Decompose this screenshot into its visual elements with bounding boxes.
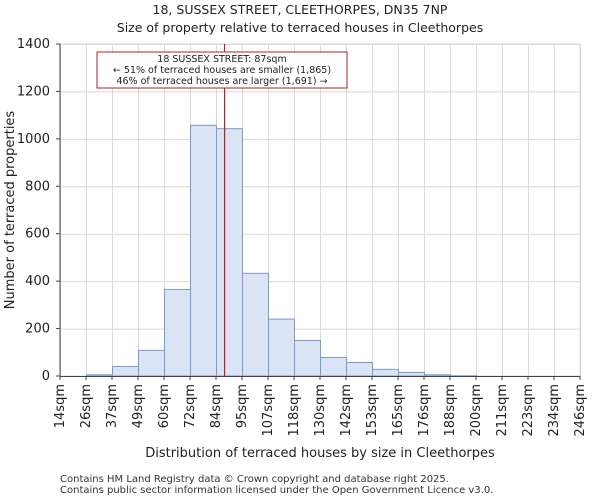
x-tick-label: 234sqm	[547, 384, 562, 437]
x-tick-label: 176sqm	[417, 384, 432, 437]
histogram-bar	[268, 318, 295, 377]
x-tick-label: 84sqm	[209, 384, 224, 428]
histogram-bar	[138, 349, 165, 377]
x-tick-label: 188sqm	[443, 384, 458, 437]
histogram-bar	[242, 272, 269, 377]
footer-copyright: Contains HM Land Registry data © Crown c…	[60, 474, 449, 485]
x-tick-label: 72sqm	[183, 384, 198, 428]
y-tick-label: 400	[25, 274, 50, 289]
x-tick-label: 165sqm	[391, 384, 406, 437]
chart-title: Size of property relative to terraced ho…	[116, 20, 484, 35]
histogram-bar	[112, 366, 139, 377]
annotation-line-1: 18 SUSSEX STREET: 87sqm	[157, 54, 286, 65]
x-tick-label: 142sqm	[339, 384, 354, 437]
y-tick-label: 600	[25, 227, 50, 242]
annotation-line-2: ← 51% of terraced houses are smaller (1,…	[113, 65, 331, 76]
histogram-bar	[346, 361, 373, 377]
annotation-box	[96, 51, 348, 89]
x-tick-label: 26sqm	[79, 384, 94, 428]
x-tick-label: 223sqm	[521, 384, 536, 437]
histogram-bar	[216, 128, 243, 377]
histogram-bar	[398, 371, 425, 377]
x-tick-label: 37sqm	[105, 384, 120, 428]
histogram-bar	[164, 288, 191, 377]
histogram-bar	[372, 368, 399, 377]
x-tick-label: 60sqm	[157, 384, 172, 428]
histogram-bar	[190, 124, 217, 377]
footer-licence: Contains public sector information licen…	[60, 485, 494, 496]
x-axis-label: Distribution of terraced houses by size …	[145, 446, 495, 461]
y-tick-label: 200	[25, 322, 50, 337]
y-tick-label: 1400	[17, 37, 50, 52]
x-tick-label: 246sqm	[573, 384, 588, 437]
x-tick-label: 95sqm	[235, 384, 250, 428]
x-tick-label: 130sqm	[313, 384, 328, 437]
x-tick-label: 211sqm	[495, 384, 510, 437]
chart-title-address: 18, SUSSEX STREET, CLEETHORPES, DN35 7NP	[152, 2, 448, 17]
annotation-line-3: 46% of terraced houses are larger (1,691…	[116, 76, 327, 87]
x-tick-label: 153sqm	[365, 384, 380, 437]
x-tick-label: 200sqm	[469, 384, 484, 437]
y-axis-label: Number of terraced properties	[3, 111, 18, 310]
x-tick-label: 14sqm	[53, 384, 68, 428]
histogram-bar	[320, 357, 347, 377]
y-tick-label: 1000	[17, 132, 50, 147]
x-tick-label: 49sqm	[131, 384, 146, 428]
histogram-bar	[86, 374, 113, 377]
histogram-bar	[294, 339, 321, 377]
y-tick-label: 800	[25, 179, 50, 194]
y-tick-label: 1200	[17, 84, 50, 99]
histogram-bar	[424, 374, 451, 377]
x-tick-label: 107sqm	[261, 384, 276, 437]
y-tick-label: 0	[42, 369, 50, 384]
x-tick-label: 118sqm	[287, 384, 302, 437]
